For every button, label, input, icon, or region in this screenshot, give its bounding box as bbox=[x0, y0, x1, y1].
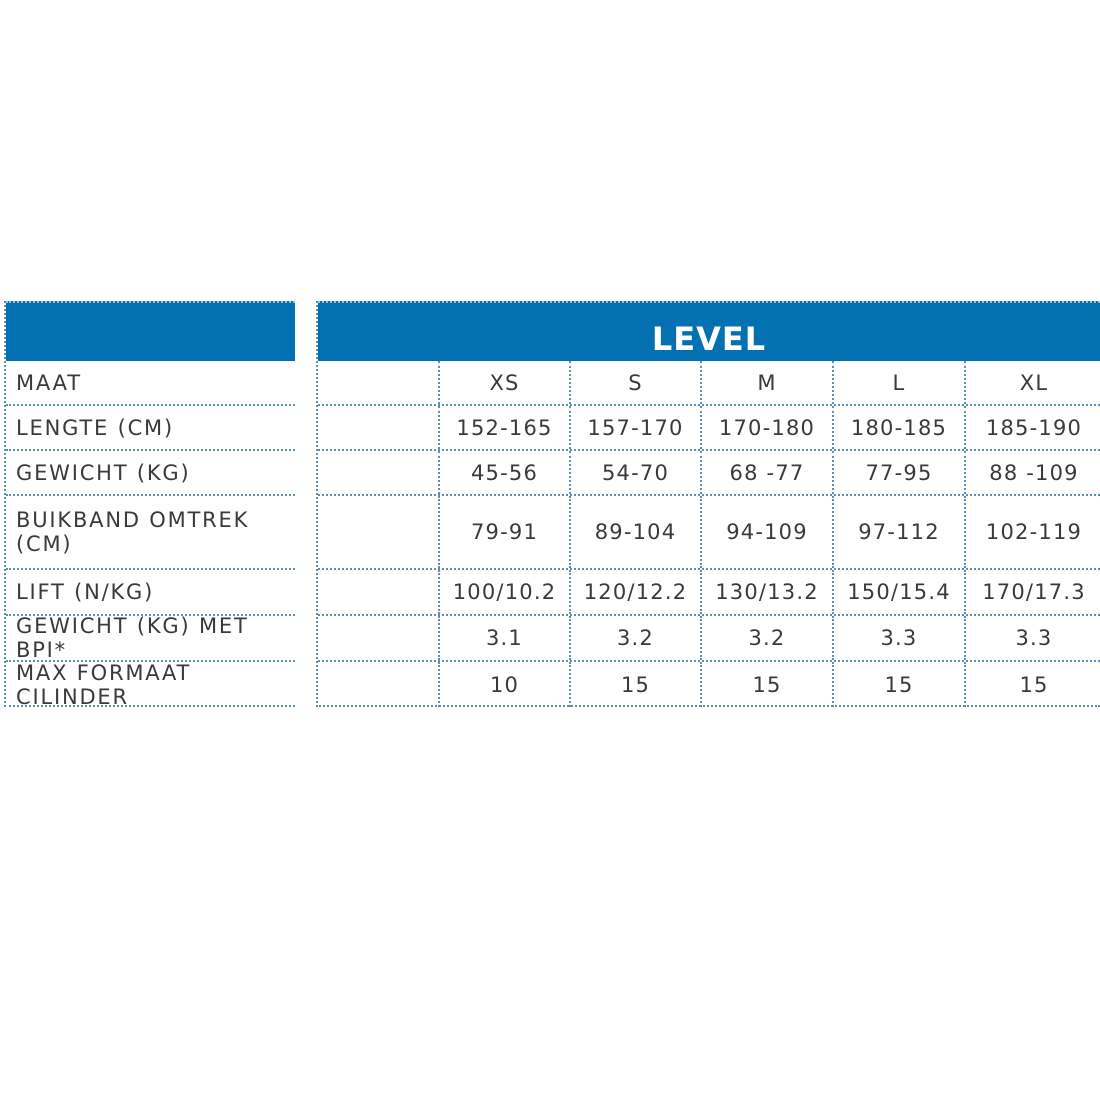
row-label-gewicht: GEWICHT (KG) bbox=[16, 460, 191, 485]
size-cell: XL bbox=[964, 361, 1100, 404]
size-cell: L bbox=[832, 361, 964, 404]
product-title: LEVEL bbox=[651, 320, 767, 358]
value-cell: 180-185 bbox=[832, 406, 964, 449]
table-row: GEWICHT (KG) bbox=[6, 451, 295, 496]
value-cell: 3.3 bbox=[832, 616, 964, 660]
value-cell: 97-112 bbox=[832, 496, 964, 568]
table-row: 10 15 15 15 15 bbox=[318, 662, 1100, 707]
table-row: BUIKBAND OMTREK (CM) bbox=[6, 496, 295, 570]
row-label-max-formaat-cilinder: MAX FORMAAT CILINDER bbox=[16, 660, 192, 709]
value-cell: 79-91 bbox=[438, 496, 569, 568]
value-cell: 54-70 bbox=[569, 451, 700, 494]
size-cell: S bbox=[569, 361, 700, 404]
size-cell: M bbox=[700, 361, 832, 404]
value-cell: 152-165 bbox=[438, 406, 569, 449]
value-cell: 15 bbox=[700, 662, 832, 707]
table-row: XS S M L XL bbox=[318, 361, 1100, 406]
value-cell: 3.2 bbox=[569, 616, 700, 660]
table-row: GEWICHT (KG) MET BPI* bbox=[6, 614, 295, 662]
value-cell: 120/12.2 bbox=[569, 570, 700, 614]
value-cell: 130/13.2 bbox=[700, 570, 832, 614]
value-cell: 185-190 bbox=[964, 406, 1100, 449]
table-row: 79-91 89-104 94-109 97-112 102-119 bbox=[318, 496, 1100, 570]
row-label-gewicht-met-bpi: GEWICHT (KG) MET BPI* bbox=[16, 614, 249, 662]
value-cell: 15 bbox=[832, 662, 964, 707]
table-row: LENGTE (CM) bbox=[6, 406, 295, 451]
table-row: 45-56 54-70 68 -77 77-95 88 -109 bbox=[318, 451, 1100, 496]
value-cell: 15 bbox=[569, 662, 700, 707]
value-cell: 170-180 bbox=[700, 406, 832, 449]
table-row: 3.1 3.2 3.2 3.3 3.3 bbox=[318, 616, 1100, 662]
value-cell: 15 bbox=[964, 662, 1100, 707]
value-cell: 3.3 bbox=[964, 616, 1100, 660]
row-label-lift: LIFT (N/KG) bbox=[16, 580, 155, 604]
row-label-maat: MAAT bbox=[16, 370, 82, 395]
value-cell: 150/15.4 bbox=[832, 570, 964, 614]
value-cell: 3.2 bbox=[700, 616, 832, 660]
product-header: LEVEL bbox=[318, 301, 1100, 361]
table-row: LIFT (N/KG) bbox=[6, 570, 295, 616]
value-cell: 89-104 bbox=[569, 496, 700, 568]
value-cell: 77-95 bbox=[832, 451, 964, 494]
value-cell: 102-119 bbox=[964, 496, 1100, 568]
value-cell: 100/10.2 bbox=[438, 570, 569, 614]
table-row: MAAT bbox=[6, 361, 295, 406]
row-label-lengte: LENGTE (CM) bbox=[16, 415, 174, 440]
value-cell: 10 bbox=[438, 662, 569, 707]
table-row: MAX FORMAAT CILINDER bbox=[6, 660, 295, 709]
value-cell: 45-56 bbox=[438, 451, 569, 494]
row-label-column: MAAT LENGTE (CM) GEWICHT (KG) BUIKBAND O… bbox=[4, 301, 295, 709]
size-chart-table: LEVEL XS S M L XL 152-165 157-170 170-18… bbox=[316, 301, 1100, 707]
value-cell: 157-170 bbox=[569, 406, 700, 449]
value-cell: 170/17.3 bbox=[964, 570, 1100, 614]
value-cell: 88 -109 bbox=[964, 451, 1100, 494]
value-cell: 94-109 bbox=[700, 496, 832, 568]
table-row: 152-165 157-170 170-180 180-185 185-190 bbox=[318, 406, 1100, 451]
label-column-header bbox=[6, 301, 295, 361]
table-row: 100/10.2 120/12.2 130/13.2 150/15.4 170/… bbox=[318, 570, 1100, 616]
value-cell: 68 -77 bbox=[700, 451, 832, 494]
row-label-buikband-omtrek: BUIKBAND OMTREK (CM) bbox=[16, 508, 250, 556]
size-cell: XS bbox=[438, 361, 569, 404]
value-cell: 3.1 bbox=[438, 616, 569, 660]
